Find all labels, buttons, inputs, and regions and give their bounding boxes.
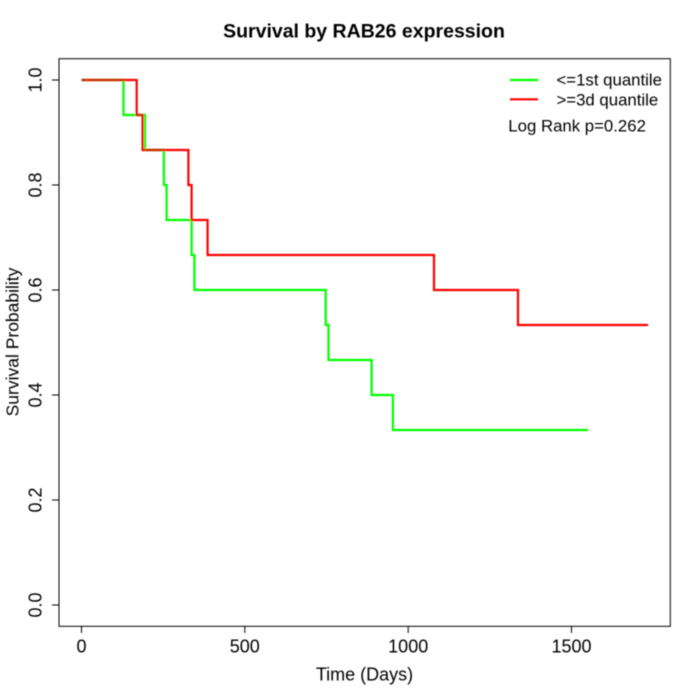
svg-text:0.2: 0.2 [26,487,46,512]
svg-text:1500: 1500 [551,636,591,656]
svg-text:<=1st quantile: <=1st quantile [557,71,662,90]
svg-text:Log Rank p=0.262: Log Rank p=0.262 [508,117,646,136]
svg-text:0.6: 0.6 [26,277,46,302]
svg-text:Time (Days): Time (Days) [316,664,413,684]
svg-text:0.8: 0.8 [26,172,46,197]
svg-text:0.4: 0.4 [26,382,46,407]
svg-text:0: 0 [76,636,86,656]
svg-text:Survival Probability: Survival Probability [3,267,23,416]
svg-text:>=3d quantile: >=3d quantile [557,90,659,109]
svg-text:500: 500 [230,636,260,656]
svg-text:0.0: 0.0 [26,592,46,617]
svg-text:Survival by RAB26 expression: Survival by RAB26 expression [223,20,505,42]
svg-text:1000: 1000 [388,636,428,656]
svg-text:1.0: 1.0 [26,67,46,92]
